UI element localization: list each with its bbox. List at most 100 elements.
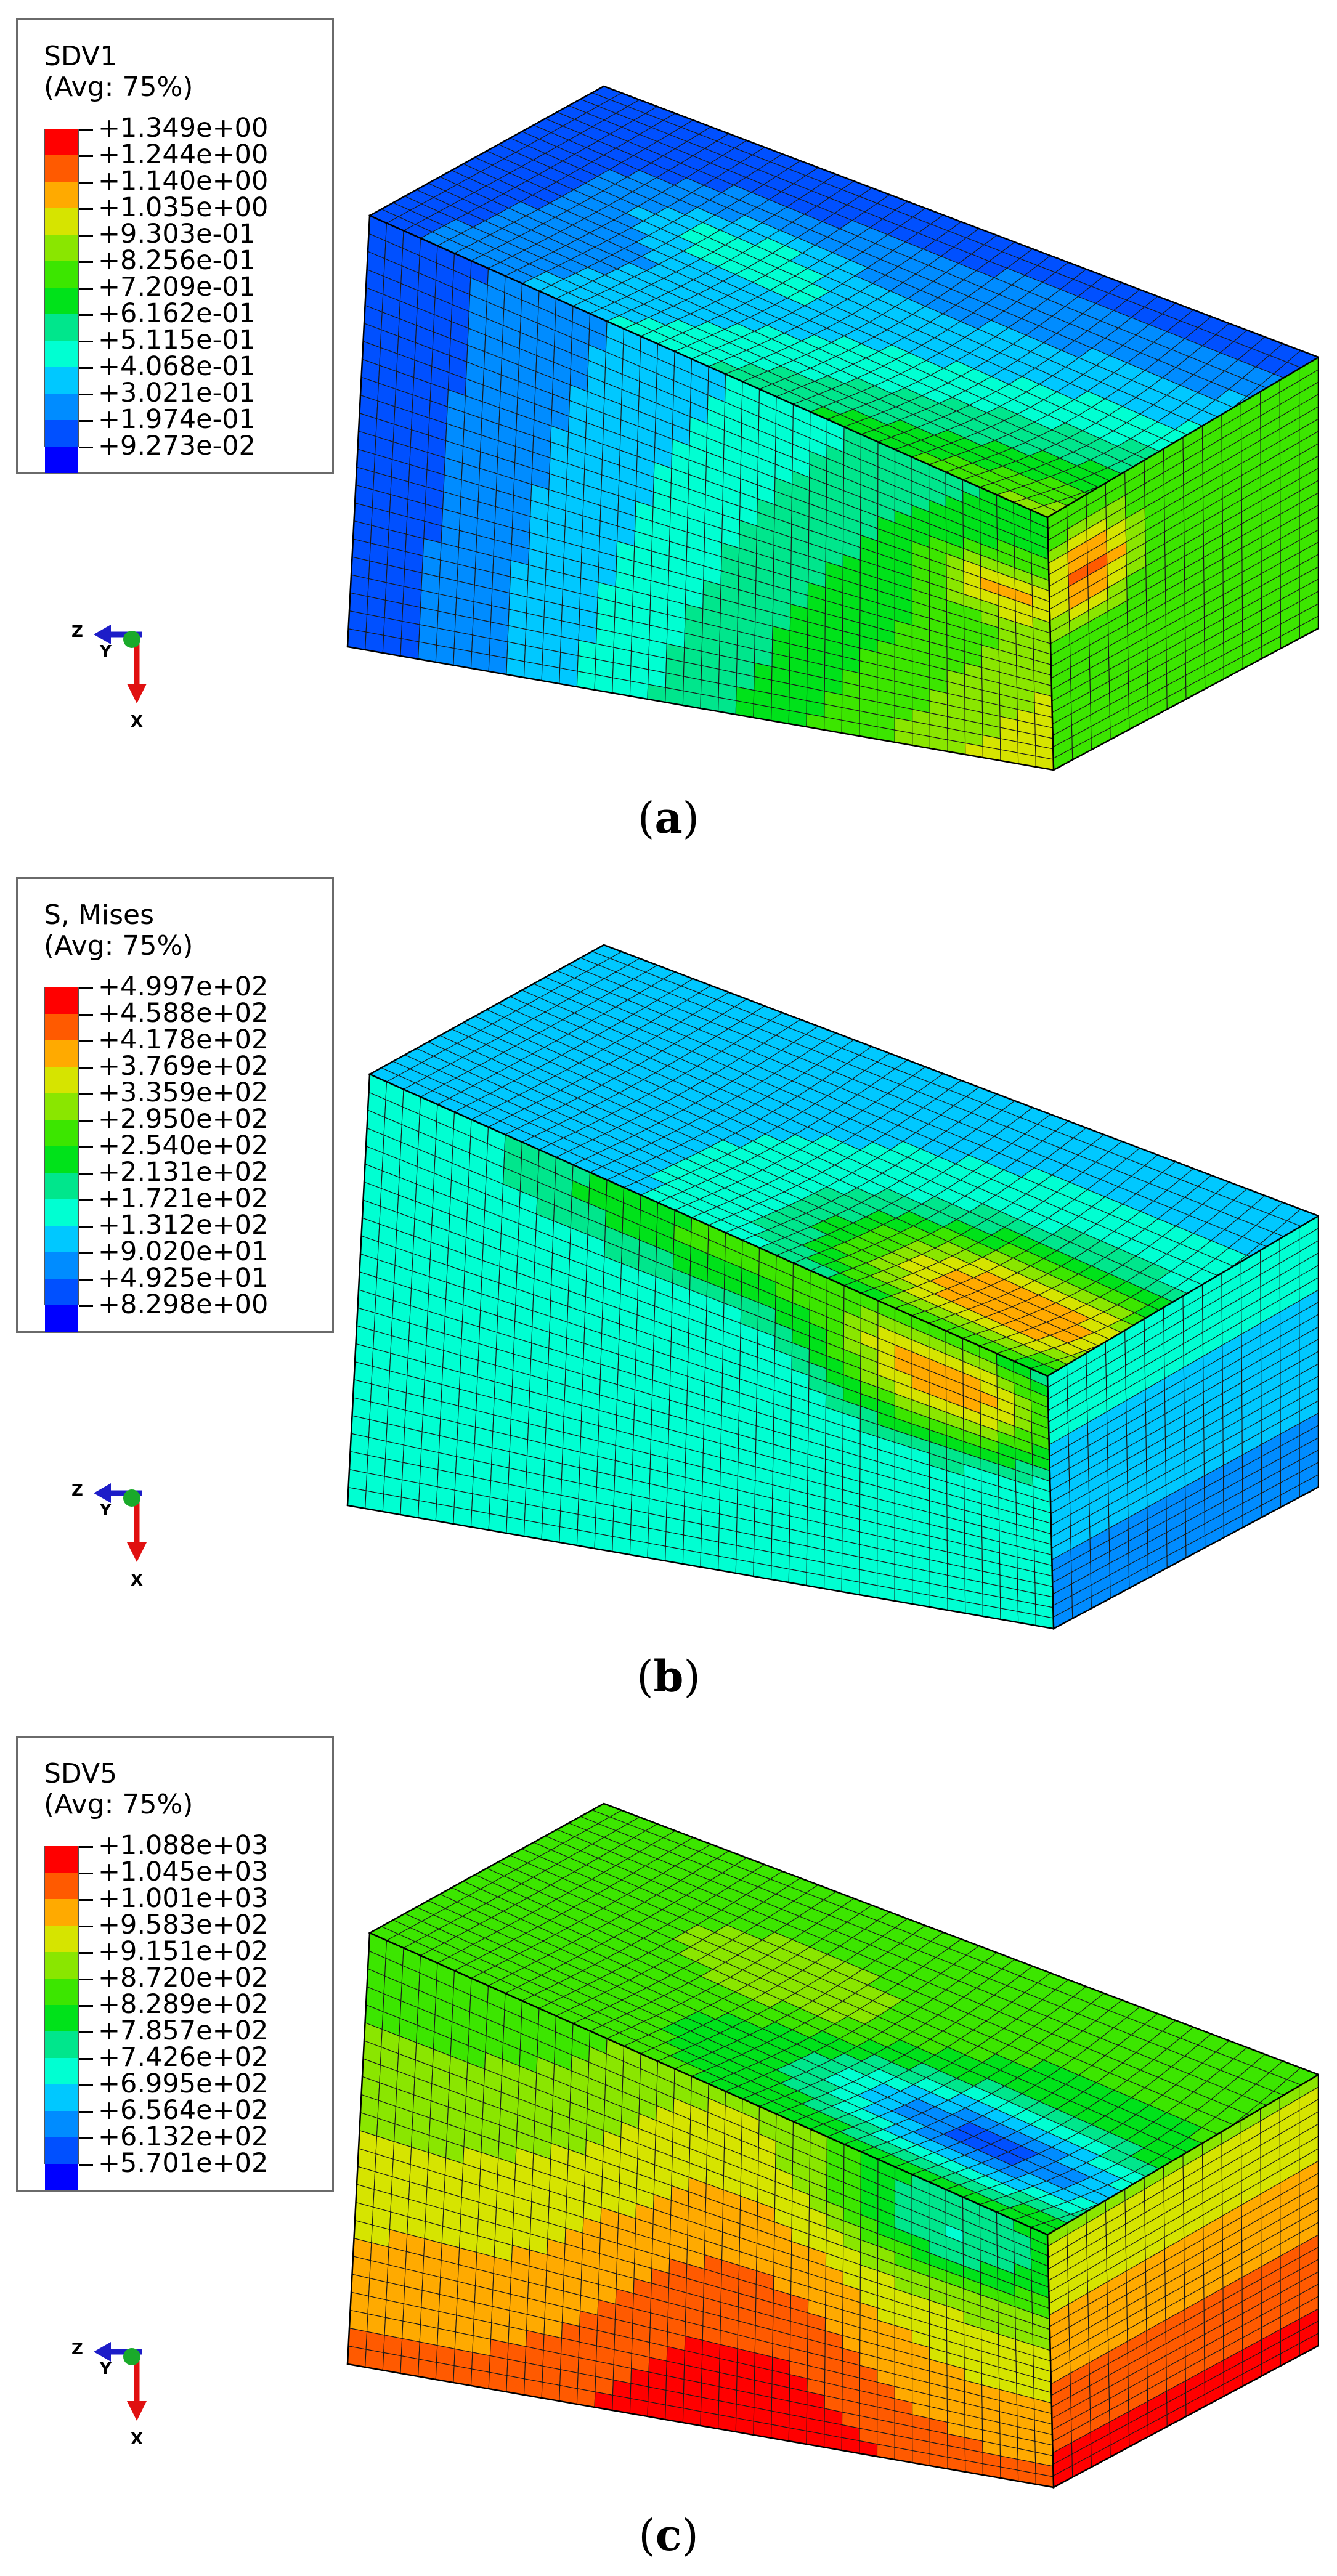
legend-value: +8.256e-01	[98, 245, 256, 276]
legend-value: +9.020e+01	[98, 1236, 269, 1267]
legend-tick	[79, 2005, 93, 2007]
z-axis-label: Z	[71, 1481, 83, 1500]
legend-tick	[79, 288, 93, 290]
caption-a: (a)	[638, 792, 699, 843]
legend-c: SDV5 (Avg: 75%) +1.088e+03 +1.045e+03 +1.0…	[16, 1736, 334, 2192]
legend-swatch	[45, 155, 78, 182]
legend-value: +4.588e+02	[98, 998, 269, 1029]
legend-value: +2.540e+02	[98, 1130, 269, 1161]
legend-averaging: (Avg: 75%)	[44, 1789, 193, 1820]
legend-tick	[79, 2137, 93, 2139]
legend-swatch	[45, 314, 78, 341]
legend-tick	[79, 1093, 93, 1095]
legend-swatch	[45, 2111, 78, 2137]
panel-a: SDV1 (Avg: 75%) +1.349e+00 +1.244e+00 +1.1…	[0, 0, 1337, 859]
legend-value: +1.045e+03	[98, 1857, 269, 1887]
front-face	[346, 1073, 1055, 1630]
legend-colorbar	[44, 987, 79, 1332]
z-axis-label: Z	[71, 2340, 83, 2359]
legend-value: +9.151e+02	[98, 1936, 269, 1967]
front-face	[346, 214, 1055, 771]
legend-value: +9.273e-02	[98, 431, 256, 461]
legend-swatch	[45, 1093, 78, 1120]
legend-tick	[79, 208, 93, 210]
legend-averaging: (Avg: 75%)	[44, 930, 193, 962]
legend-value: +8.298e+00	[98, 1289, 269, 1320]
legend-value: +4.068e-01	[98, 351, 256, 382]
legend-tick	[79, 1279, 93, 1281]
legend-swatch	[45, 2084, 78, 2111]
legend-tick	[79, 1952, 93, 1954]
right-face	[1046, 1215, 1319, 1630]
legend-swatch	[45, 1899, 78, 1926]
legend-swatch	[45, 1199, 78, 1226]
y-axis-label: Y	[99, 1501, 112, 1520]
axis-triad: ZY X	[71, 1481, 147, 1590]
legend-variable: SDV1	[44, 41, 118, 72]
x-axis-label: X	[131, 1571, 143, 1590]
axis-triad: ZY X	[71, 623, 147, 731]
legend-swatch	[45, 420, 78, 447]
panel-c: SDV5 (Avg: 75%) +1.088e+03 +1.045e+03 +1.0…	[0, 1717, 1337, 2576]
legend-value: +1.312e+02	[98, 1210, 269, 1241]
legend-tick	[79, 235, 93, 237]
legend-tick	[79, 1252, 93, 1254]
legend-swatch	[45, 2164, 78, 2190]
legend-swatch	[45, 1873, 78, 1899]
y-axis-marker	[123, 631, 140, 648]
legend-ticks	[79, 1846, 94, 2179]
legend-swatch	[45, 2005, 78, 2031]
legend-tick	[79, 2164, 93, 2166]
legend-colorbar	[44, 1846, 79, 2190]
legend-tick	[79, 1199, 93, 1201]
legend-swatch	[45, 341, 78, 367]
fe-model-a	[346, 85, 1319, 772]
legend-value: +3.769e+02	[98, 1051, 269, 1082]
legend-value: +1.244e+00	[98, 139, 269, 170]
legend-tick	[79, 1873, 93, 1874]
legend-value: +5.701e+02	[98, 2148, 269, 2179]
legend-swatch	[45, 288, 78, 314]
legend-swatch	[45, 2031, 78, 2058]
legend-tick	[79, 155, 93, 157]
legend-swatch	[45, 987, 78, 1014]
legend-swatch	[45, 1979, 78, 2005]
legend-swatch	[45, 1305, 78, 1332]
caption-b: (b)	[636, 1651, 701, 1702]
legend-tick	[79, 1979, 93, 1980]
legend-value: +8.289e+02	[98, 1989, 269, 2020]
legend-swatch	[45, 1067, 78, 1093]
legend-swatch	[45, 182, 78, 208]
legend-ticks	[79, 129, 94, 461]
legend-value: +1.035e+00	[98, 192, 269, 223]
legend-tick	[79, 314, 93, 316]
fe-model-b	[346, 944, 1319, 1630]
legend-tick	[79, 261, 93, 263]
legend-value: +7.426e+02	[98, 2042, 269, 2073]
legend-value: +7.209e-01	[98, 272, 256, 302]
legend-tick	[79, 1014, 93, 1016]
legend-value: +2.131e+02	[98, 1157, 269, 1188]
top-face	[368, 85, 1319, 519]
legend-swatch	[45, 208, 78, 235]
legend-tick	[79, 182, 93, 184]
top-face	[368, 1802, 1319, 2236]
legend-swatch	[45, 129, 78, 155]
legend-value: +3.021e-01	[98, 378, 256, 408]
legend-ticks	[79, 987, 94, 1320]
legend-swatch	[45, 1173, 78, 1199]
legend-swatch	[45, 2058, 78, 2084]
y-axis-marker	[123, 2348, 140, 2365]
legend-tick	[79, 129, 93, 131]
legend-tick	[79, 1040, 93, 1042]
legend-tick	[79, 1926, 93, 1927]
legend-value: +8.720e+02	[98, 1962, 269, 1993]
caption-c: (c)	[638, 2509, 699, 2561]
legend-value: +1.001e+03	[98, 1883, 269, 1914]
x-axis-label: X	[131, 2430, 143, 2448]
legend-value: +1.721e+02	[98, 1183, 269, 1214]
legend-value: +2.950e+02	[98, 1104, 269, 1135]
legend-value: +1.140e+00	[98, 166, 269, 196]
legend-value: +6.162e-01	[98, 298, 256, 329]
legend-tick	[79, 987, 93, 989]
